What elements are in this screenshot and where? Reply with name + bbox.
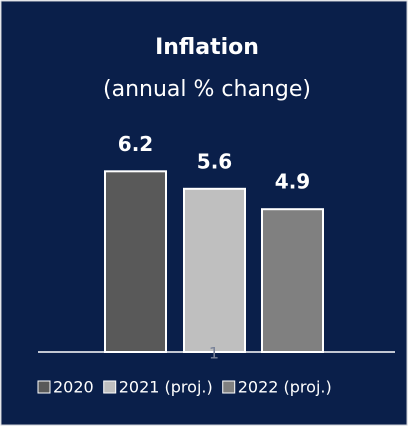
page-number: 1 — [209, 344, 219, 363]
data-label: 6.2 — [118, 132, 153, 156]
bar — [104, 170, 167, 353]
chart-subtitle: (annual % change) — [103, 77, 311, 102]
legend-swatch — [222, 380, 236, 394]
bar — [183, 187, 246, 353]
data-label: 4.9 — [275, 170, 310, 194]
bar — [261, 208, 324, 353]
legend-label: 2022 (proj.) — [238, 378, 332, 397]
legend-label: 2020 — [53, 378, 94, 397]
legend-swatch — [37, 380, 51, 394]
chart-title: Inflation — [155, 35, 259, 60]
data-label: 5.6 — [197, 149, 232, 173]
legend-swatch — [103, 380, 117, 394]
legend-label: 2021 (proj.) — [119, 378, 213, 397]
